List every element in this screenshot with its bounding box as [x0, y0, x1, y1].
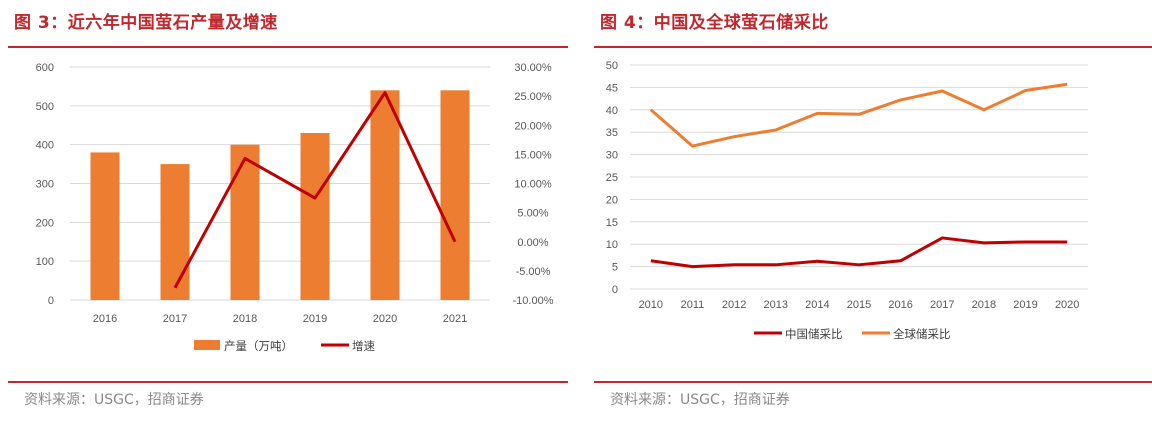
legend-swatch-bar [194, 340, 220, 350]
y-tick-label: 10 [606, 239, 618, 251]
left-source-note: 资料来源：USGC，招商证券 [24, 392, 204, 408]
y2-tick-label: 20.00% [514, 120, 552, 132]
y-tick-label: 30 [606, 150, 618, 162]
y-tick-label: 400 [36, 140, 54, 152]
china-ratio-line [650, 236, 1068, 269]
legend-label: 增速 [352, 339, 375, 353]
y2-tick-label: -10.00% [513, 295, 554, 307]
right-bottom-rule [594, 381, 1152, 383]
right-figure-title: 图 4：中国及全球萤石储采比 [600, 13, 829, 33]
left-figure: 图 3：近六年中国萤石产量及增速 0 100 200 300 400 500 600 -10.… [8, 0, 568, 421]
legend-label: 产量（万吨） [224, 339, 293, 353]
x-tick-label: 2015 [847, 299, 871, 311]
bar [160, 164, 190, 300]
left-title-rule [8, 46, 568, 48]
y-tick-label: 20 [606, 194, 618, 206]
legend-label: 中国储采比 [785, 327, 843, 341]
x-tick-label: 2020 [1055, 299, 1079, 311]
right-source-note: 资料来源：USGC，招商证券 [610, 392, 790, 408]
x-tick-label: 2018 [972, 299, 996, 311]
x-tick-label: 2021 [443, 313, 467, 325]
y2-tick-label: 25.00% [514, 91, 552, 103]
y2-tick-label: -5.00% [516, 266, 551, 278]
x-tick-label: 2014 [805, 299, 829, 311]
y2-tick-label: 30.00% [514, 62, 552, 74]
y-tick-label: 500 [36, 101, 54, 113]
y-tick-label: 25 [606, 172, 618, 184]
x-tick-label: 2020 [373, 313, 397, 325]
y-tick-label: 35 [606, 127, 618, 139]
y2-tick-label: 15.00% [514, 149, 552, 161]
x-tick-label: 2017 [930, 299, 954, 311]
bar [440, 90, 470, 300]
left-figure-title: 图 3：近六年中国萤石产量及增速 [14, 13, 278, 33]
legend-label: 全球储采比 [893, 327, 951, 341]
right-title-rule [594, 46, 1152, 48]
y-tick-label: 40 [606, 105, 618, 117]
x-tick-label: 2019 [1013, 299, 1037, 311]
y2-tick-label: 10.00% [514, 179, 552, 191]
x-tick-label: 2017 [163, 313, 187, 325]
y2-tick-label: 5.00% [517, 208, 548, 220]
x-tick-label: 2011 [681, 299, 705, 311]
y-tick-label: 0 [612, 284, 618, 296]
x-tick-label: 2010 [639, 299, 663, 311]
x-tick-label: 2018 [233, 313, 257, 325]
left-bottom-rule [8, 381, 568, 383]
x-tick-label: 2013 [763, 299, 787, 311]
y-tick-label: 50 [606, 60, 618, 72]
bar [90, 152, 120, 300]
x-tick-label: 2012 [722, 299, 746, 311]
bar [230, 144, 260, 300]
global-ratio-line [649, 82, 1068, 148]
y-tick-label: 5 [612, 262, 618, 274]
x-tick-label: 2019 [303, 313, 327, 325]
x-tick-label: 2016 [888, 299, 912, 311]
y-tick-label: 200 [36, 217, 54, 229]
y-tick-label: 600 [36, 62, 54, 74]
y-tick-label: 300 [36, 179, 54, 191]
right-figure: 图 4：中国及全球萤石储采比 0 5 10 15 20 25 30 35 40 45 50 2010 2… [594, 0, 1152, 421]
bar [300, 133, 330, 300]
y-tick-label: 45 [606, 82, 618, 94]
growth-line [173, 91, 457, 289]
reserve-production-ratio-chart: 0 5 10 15 20 25 30 35 40 45 50 2010 2011 2012 2013 2014… [606, 60, 1088, 341]
y-tick-label: 100 [36, 256, 54, 268]
y2-tick-label: 0.00% [517, 237, 548, 249]
x-tick-label: 2016 [93, 313, 117, 325]
bar [370, 90, 400, 300]
y-tick-label: 0 [48, 295, 54, 307]
production-growth-chart: 0 100 200 300 400 500 600 -10.00% -5.00% 0.00% 5.0… [36, 62, 554, 353]
y-tick-label: 15 [606, 217, 618, 229]
